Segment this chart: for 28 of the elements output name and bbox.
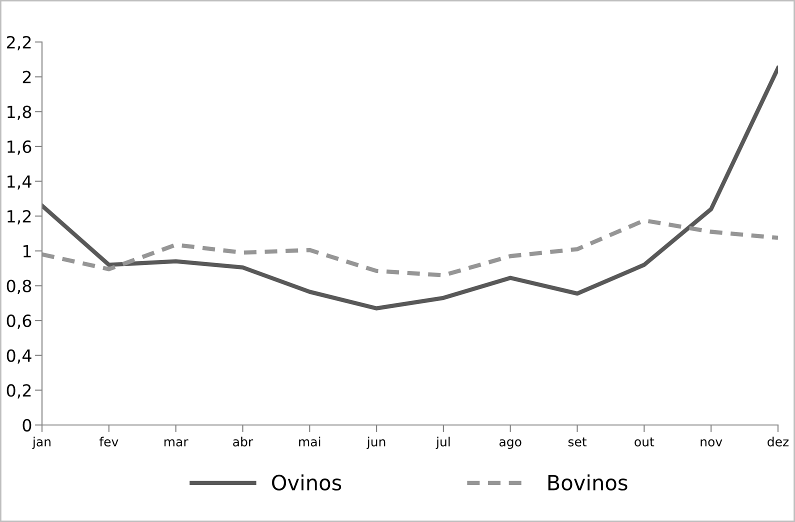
x-tick-label: fev bbox=[99, 436, 118, 446]
legend-label: Bovinos bbox=[548, 474, 628, 491]
y-tick-label: 1,2 bbox=[8, 210, 31, 224]
x-tick-label: jul bbox=[436, 436, 450, 449]
x-tick-label: mai bbox=[299, 436, 320, 446]
x-tick-label: ago bbox=[499, 439, 522, 449]
line-series bbox=[42, 218, 778, 278]
x-tick-label: nov bbox=[700, 439, 722, 446]
y-tick-label: 2 bbox=[22, 70, 31, 84]
y-tick-label: 0,8 bbox=[6, 280, 32, 294]
y-tick-label: 2,2 bbox=[6, 36, 31, 50]
x-tick-label: set bbox=[568, 438, 587, 446]
x-tick-label: out bbox=[634, 438, 654, 446]
y-tick-label: 0,4 bbox=[6, 349, 32, 364]
x-tick-label: jan bbox=[32, 436, 50, 449]
legend-label: Ovinos bbox=[272, 474, 342, 491]
x-tick-label: abr bbox=[233, 436, 254, 446]
y-tick-label: 0,2 bbox=[6, 384, 31, 398]
y-tick-label: 1,8 bbox=[8, 106, 32, 120]
y-tick-label: 1,6 bbox=[8, 140, 32, 155]
y-tick-label: 1 bbox=[24, 245, 31, 258]
x-tick-label: jun bbox=[366, 436, 386, 449]
x-tick-label: dez bbox=[768, 436, 789, 446]
x-tick-label: mar bbox=[164, 439, 188, 446]
y-tick-label: 1,4 bbox=[8, 175, 32, 190]
line-series bbox=[42, 66, 778, 310]
y-tick-label: 0 bbox=[22, 418, 32, 432]
y-tick-label: 0,6 bbox=[6, 314, 32, 329]
